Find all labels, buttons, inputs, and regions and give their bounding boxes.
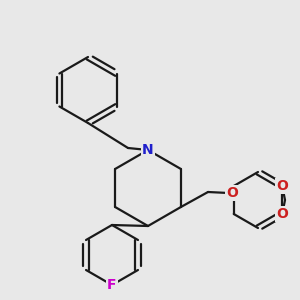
Text: F: F — [107, 278, 117, 292]
Text: O: O — [226, 186, 238, 200]
Text: N: N — [142, 143, 154, 157]
Text: O: O — [276, 207, 288, 221]
Text: O: O — [276, 179, 288, 193]
